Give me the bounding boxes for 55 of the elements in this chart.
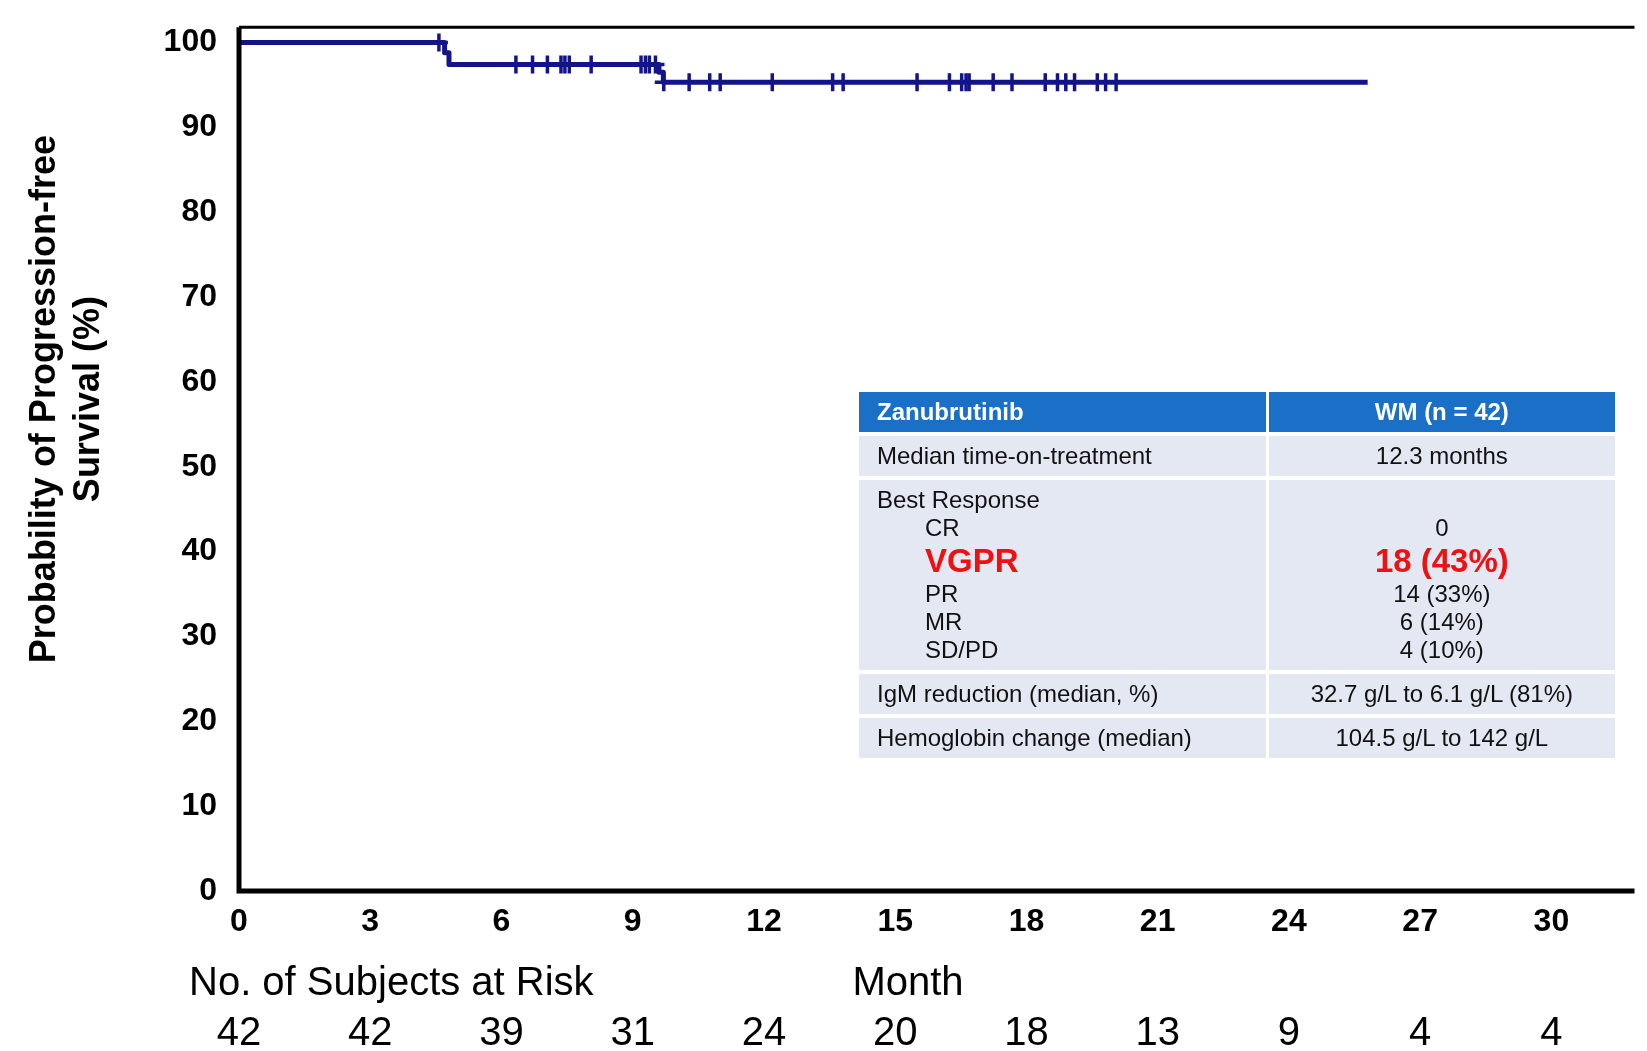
text: 31 (610, 1009, 655, 1051)
text: 39 (479, 1009, 524, 1051)
annotation: Zanubrutinib (859, 392, 1266, 432)
annotation: 104.5 g/L to 142 g/L (1265, 718, 1615, 758)
annotation: 18 (43%) (1373, 542, 1510, 580)
y-tick-label: 50 (181, 446, 217, 483)
x-tick-label: 24 (1271, 902, 1307, 939)
x-tick-label: 9 (623, 902, 642, 939)
annotation: IgM reduction (median, %) (859, 674, 1266, 714)
x-tick-label: 6 (492, 902, 511, 939)
x-tick-label: 12 (746, 902, 782, 939)
x-tick-label: 18 (1008, 902, 1045, 939)
annotation: MR (924, 608, 964, 636)
annotation: VGPR (924, 542, 1020, 580)
annotation: SD/PD (924, 636, 1000, 664)
y-tick-label: 100 (163, 22, 217, 59)
text: 13 (1135, 1009, 1180, 1051)
annotation: 4 (10%) (1398, 636, 1485, 664)
text: 4 (1409, 1009, 1432, 1051)
y-axis-title: Probability of Progression-free Survival (%) (21, 135, 107, 664)
x-tick-label: 21 (1139, 902, 1176, 939)
x-tick-label: 27 (1402, 902, 1438, 939)
text: 42 (216, 1009, 262, 1051)
y-tick-label: 60 (181, 361, 217, 398)
text: No. of Subjects at Risk (189, 959, 595, 1004)
y-tick-label: 40 (181, 531, 217, 568)
x-tick-label: 3 (361, 902, 380, 939)
y-tick-label: 10 (181, 785, 217, 822)
x-tick-label: 30 (1533, 902, 1570, 939)
y-tick-label: 80 (181, 192, 217, 229)
annotation: 12.3 months (1265, 436, 1615, 476)
text: 9 (1277, 1009, 1301, 1051)
annotation: Best Response (877, 486, 1041, 514)
y-tick-label: 70 (181, 276, 217, 313)
annotation: Hemoglobin change (median) (859, 718, 1266, 758)
x-axis-title: Month (852, 959, 964, 1004)
annotation: WM (n = 42) (1265, 392, 1615, 432)
text: 4 (1540, 1009, 1563, 1051)
annotation: 14 (33%) (1392, 580, 1492, 608)
annotation: PR (924, 580, 960, 608)
y-tick-label: 20 (181, 701, 217, 738)
annotation: 6 (14%) (1398, 608, 1485, 636)
x-tick-label: 0 (230, 902, 248, 939)
annotation: CR (924, 514, 961, 542)
y-tick-label: 0 (199, 870, 217, 907)
x-tick-label: 15 (877, 902, 913, 939)
text: 18 (1004, 1009, 1049, 1051)
y-tick-label: 30 (181, 616, 217, 653)
annotation: Median time-on-treatment (859, 436, 1266, 476)
annotation: 32.7 g/L to 6.1 g/L (81%) (1265, 674, 1615, 714)
text: 20 (872, 1009, 918, 1051)
text: 42 (347, 1009, 393, 1051)
text: 24 (741, 1009, 787, 1051)
y-tick-label: 90 (181, 107, 217, 144)
annotation: 0 (1434, 514, 1450, 542)
